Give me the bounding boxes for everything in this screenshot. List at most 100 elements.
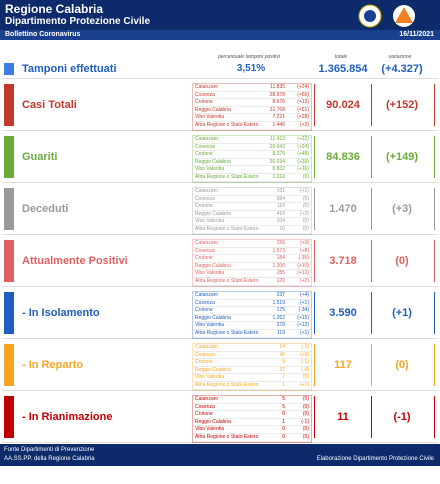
province-value: 0 [282, 433, 285, 440]
province-value: 6.832 [272, 166, 285, 173]
province: Crotone [195, 359, 213, 366]
province-value: 1.262 [272, 314, 285, 321]
province: Altra Regione o Stato Estero [195, 433, 259, 440]
section-label: Deceduti [22, 203, 69, 215]
source-2: AA.SS.PP. della Regione Calabria [4, 456, 95, 462]
province-change: (0) [302, 374, 309, 381]
section: - In Rianimazione Catanzaro 5 (0) Cosenza 5 (0… [2, 392, 438, 443]
col-head: variazione [388, 54, 412, 60]
province-row: Cosenza 28.978 (+50) [193, 92, 311, 100]
province-value: 8.676 [272, 99, 285, 106]
province-row: Crotone 0 (0) [193, 411, 311, 419]
province-row: Vibo Valentia 0 (0) [193, 426, 311, 434]
province-change: (0) [302, 396, 309, 402]
title: Regione Calabria [5, 2, 104, 16]
province-change: (+12) [297, 322, 309, 329]
swatch [4, 344, 14, 386]
province-row: Catanzaro 5 (0) [193, 396, 311, 404]
divider [434, 396, 435, 438]
province: Crotone [195, 307, 213, 314]
province: Cosenza [195, 299, 215, 306]
divider [314, 188, 315, 230]
change: (0) [395, 359, 409, 371]
section-label: - In Isolamento [22, 307, 100, 319]
province-row: Cosenza 5 (0) [193, 404, 311, 412]
province-change: (+3) [299, 240, 309, 246]
province-value: 1.300 [272, 262, 285, 269]
source: Fonte Dipartimenti di Prevenzione [4, 447, 95, 453]
province-row: Crotone 184 (-35) [193, 255, 311, 263]
total: 1.365.854 [318, 63, 368, 75]
province-change: (+2) [299, 121, 309, 128]
total: 11 [337, 411, 349, 423]
province: Cosenza [195, 91, 215, 98]
province-value: 285 [276, 270, 285, 277]
province: Catanzaro [195, 396, 219, 402]
province-change: (+12) [297, 270, 309, 277]
province-row: Crotone 8.676 (+13) [193, 99, 311, 107]
province-value: 1 [282, 418, 285, 425]
total: 84.836 [326, 151, 360, 163]
province-value: 1 [282, 381, 285, 388]
province-row: Altra Regione o Stato Estero 1 (+1) [193, 382, 311, 390]
province-change: (+51) [297, 106, 309, 113]
province: Crotone [195, 411, 213, 418]
bulletin-bar: Bollettino Coronavirus 16/11/2021 [0, 30, 440, 40]
province-change: (+4) [299, 292, 309, 298]
province: Cosenza [195, 247, 215, 254]
province-value: 1.519 [272, 299, 285, 306]
header: Regione Calabria Dipartimento Protezione… [0, 0, 440, 30]
subtitle: Dipartimento Protezione Civile [5, 16, 151, 27]
province-row: Catanzaro 14 (-1) [193, 344, 311, 352]
province: Vibo Valentia [195, 374, 225, 381]
province: Altra Regione o Stato Estero [195, 173, 259, 180]
province: Catanzaro [195, 84, 219, 90]
province-row: Crotone 8.379 (+48) [193, 151, 311, 159]
province-value: 684 [276, 195, 285, 202]
swatch [4, 136, 14, 178]
province-change: (0) [302, 426, 309, 433]
swatch [4, 396, 14, 438]
province-value: 8.379 [272, 151, 285, 158]
province-change: (+1) [299, 188, 309, 194]
province-value: 26.642 [269, 143, 285, 150]
swatch [4, 63, 14, 75]
total: 1.470 [329, 203, 357, 215]
swatch [4, 188, 14, 230]
divider [434, 344, 435, 386]
total: 90.024 [326, 99, 360, 111]
footer: Fonte Dipartimenti di Prevenzione AA.SS.… [0, 444, 440, 466]
province: Vibo Valentia [195, 426, 225, 433]
divider [314, 344, 315, 386]
province-change: (+1) [299, 381, 309, 388]
province-value: 5 [282, 403, 285, 410]
province-row: Altra Regione o Stato Estero 120 (+2) [193, 278, 311, 286]
province-value: 120 [276, 277, 285, 284]
province-change: (+28) [297, 114, 309, 121]
section: - In Reparto Catanzaro 14 (-1) Cosenza 46 (+6)… [2, 340, 438, 391]
province-change: (0) [302, 411, 309, 418]
province-change: (+6) [299, 351, 309, 358]
province-row: Crotone 9 (-1) [193, 359, 311, 367]
date: 16/11/2021 [399, 31, 434, 38]
section-label: Guariti [22, 151, 58, 163]
province-change: (-1) [301, 344, 309, 350]
divider [434, 136, 435, 178]
section: Casi Totali Catanzaro 11.835 (+24) Cosenza 28… [2, 80, 438, 131]
province-change: (+48) [297, 151, 309, 158]
col-head: totale [334, 54, 348, 60]
province-change: (+22) [297, 136, 309, 142]
province: Crotone [195, 151, 213, 158]
province-row: Altra Regione o Stato Estero 119 (+1) [193, 330, 311, 338]
province-row: Crotone 175 (-34) [193, 307, 311, 315]
divider [314, 240, 315, 282]
province-change: (0) [302, 203, 309, 210]
section: Guariti Catanzaro 11.413 (+22) Cosenza 26.642… [2, 132, 438, 183]
province: Crotone [195, 203, 213, 210]
province-change: (0) [302, 218, 309, 225]
province-change: (+13) [297, 99, 309, 106]
province-row: Cosenza 1.519 (+1) [193, 300, 311, 308]
province-row: Reggio Calabria 1.262 (+15) [193, 315, 311, 323]
province-change: (+15) [297, 314, 309, 321]
